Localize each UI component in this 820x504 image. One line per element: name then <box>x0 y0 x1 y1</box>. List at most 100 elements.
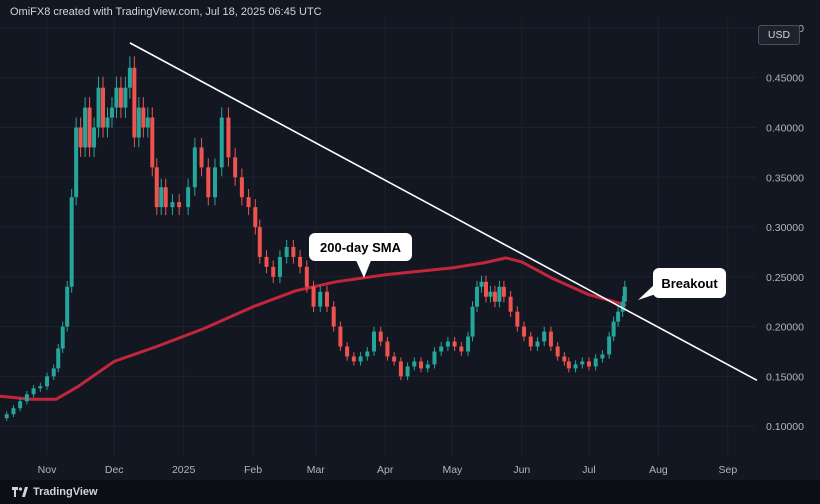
candle-body <box>607 336 612 355</box>
candle-body <box>466 336 471 352</box>
candle-body <box>311 286 316 307</box>
candle-body <box>132 67 137 138</box>
candle-body <box>425 364 430 369</box>
candle-body <box>508 296 513 312</box>
y-tick-label: 0.35000 <box>766 172 804 184</box>
candle-body <box>419 361 424 369</box>
y-tick-label: 0.20000 <box>766 322 804 334</box>
candle-body <box>475 286 480 307</box>
candle-body <box>385 341 390 357</box>
candle-body <box>92 127 97 148</box>
candle-layer <box>4 56 627 421</box>
candle-body <box>338 326 343 347</box>
candle-body <box>163 187 168 208</box>
y-tick-label: 0.15000 <box>766 371 804 383</box>
candle-body <box>483 281 488 297</box>
x-tick-label: Apr <box>377 464 394 476</box>
sma-callout-pointer <box>355 258 372 278</box>
callout-pointer-layer <box>355 258 656 300</box>
candle-body <box>412 361 417 367</box>
candle-body <box>622 286 627 302</box>
candle-body <box>324 291 329 307</box>
axis-labels: Nov Dec 2025 Feb Mar Apr May Jun Jul Aug Sep 0.1000… <box>38 23 804 476</box>
candle-body <box>600 354 605 359</box>
sma-annotation: 200-day SMA <box>309 233 412 261</box>
candle-body <box>65 286 70 327</box>
candle-body <box>528 336 533 347</box>
candle-body <box>170 202 175 208</box>
y-tick-label: 0.40000 <box>766 123 804 135</box>
y-tick-label: 0.25000 <box>766 272 804 284</box>
tradingview-brand[interactable]: TradingView <box>12 486 98 498</box>
candle-body <box>562 356 567 362</box>
trendline <box>129 42 758 382</box>
candle-body <box>56 348 61 369</box>
sma-layer <box>0 256 627 401</box>
candle-body <box>192 147 197 188</box>
candle-body <box>87 107 92 148</box>
candle-body <box>392 356 397 362</box>
candle-body <box>78 127 83 148</box>
candle-body <box>51 368 56 377</box>
candle-body <box>271 266 276 277</box>
footer-brand-label: TradingView <box>33 486 98 498</box>
trendline-layer <box>129 42 758 382</box>
candle-body <box>38 386 43 389</box>
sma-200-line <box>0 256 627 401</box>
candle-body <box>497 286 502 302</box>
candle-body <box>358 356 363 362</box>
candle-body <box>432 351 437 365</box>
candle-body <box>365 351 370 357</box>
candle-body <box>351 356 356 362</box>
x-tick-label: Sep <box>719 464 738 476</box>
candle-body <box>488 291 493 297</box>
candle-body <box>492 291 497 302</box>
x-tick-label: Dec <box>105 464 124 476</box>
candle-body <box>11 408 16 415</box>
breakout-annotation: Breakout <box>653 268 726 298</box>
candle-body <box>101 87 106 128</box>
x-tick-label: 2025 <box>172 464 196 476</box>
candle-body <box>226 117 231 158</box>
candle-body <box>159 187 164 208</box>
candle-body <box>555 346 560 357</box>
candle-body <box>127 67 132 88</box>
candle-body <box>177 202 182 208</box>
candle-body <box>459 346 464 352</box>
candle-body <box>199 147 204 168</box>
candle-body <box>345 346 350 357</box>
candle-body <box>109 107 114 118</box>
x-tick-label: Feb <box>244 464 262 476</box>
candle-body <box>253 207 258 228</box>
candle-body <box>548 331 553 347</box>
chart-header: OmiFX8 created with TradingView.com, Jul… <box>10 6 322 18</box>
candle-body <box>206 167 211 198</box>
candle-body <box>611 321 616 337</box>
candle-body <box>246 197 251 208</box>
candle-body <box>398 361 403 377</box>
candle-body <box>501 286 506 297</box>
candle-body <box>154 167 159 208</box>
x-tick-label: Mar <box>307 464 326 476</box>
candle-body <box>439 346 444 352</box>
x-tick-label: Jul <box>582 464 595 476</box>
y-tick-label: 0.45000 <box>766 73 804 85</box>
candle-body <box>277 256 282 277</box>
candle-body <box>298 256 303 267</box>
candle-body <box>233 157 238 178</box>
candle-body <box>69 197 74 287</box>
candle-body <box>616 311 621 322</box>
candle-body <box>118 87 123 108</box>
candle-body <box>186 187 191 208</box>
candle-body <box>378 331 383 342</box>
candle-body <box>445 341 450 347</box>
candle-body <box>573 364 578 369</box>
candle-body <box>593 358 598 367</box>
footer-bar: TradingView <box>0 480 820 504</box>
y-tick-label: 0.10000 <box>766 421 804 433</box>
y-tick-label: 0.30000 <box>766 222 804 234</box>
currency-selector[interactable]: USD <box>758 25 800 45</box>
candle-body <box>405 366 410 377</box>
candle-body <box>304 266 309 287</box>
